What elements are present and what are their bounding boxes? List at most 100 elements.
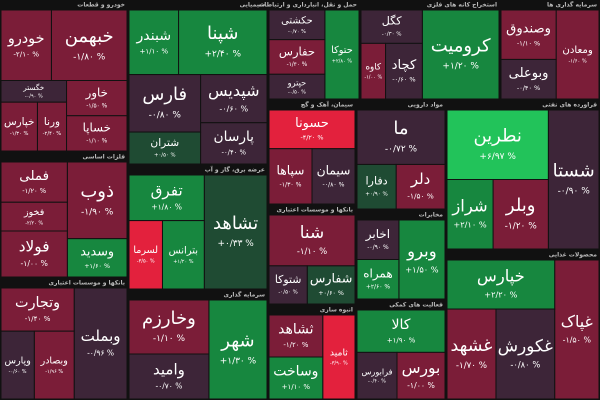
tile-label: تشاهد [213, 213, 258, 234]
tile-label: شپدیس [208, 81, 260, 101]
tile-value: +۰/۵۰ % [154, 152, 176, 158]
tile [178, 9, 268, 76]
sector-title: سرمایه گذاری ها [547, 1, 597, 9]
tile [396, 351, 446, 400]
tile-value: +۰/۹۰ % [365, 191, 388, 197]
tile-value: -۰/۶۰ % [219, 105, 248, 114]
tile-label: خاور [85, 85, 108, 100]
tile [0, 101, 38, 152]
tile-value: -۱/۱۰ % [86, 139, 107, 145]
tile-value: +۱/۸۰ % [151, 203, 182, 212]
tile-label: وبوعلی [509, 66, 549, 81]
tile-label: ما [393, 118, 408, 139]
tile-value: +۲/۶۰ % [366, 284, 391, 291]
tile-label: کرومیت [431, 35, 491, 56]
tile-label: شتران [150, 136, 179, 149]
tile-value: -۰/۳۰ % [382, 31, 402, 37]
tile [554, 259, 600, 400]
tile-value: +۱/۲۰ % [173, 259, 194, 265]
sector-title: استخراج کانه های فلزی [427, 2, 497, 9]
tile [356, 259, 400, 300]
tile [128, 9, 180, 76]
tile-label: کاوه [365, 63, 381, 73]
tile [395, 163, 446, 210]
tile-label: دلر [410, 170, 430, 188]
tile-value: -۳/۵۰ % [137, 259, 155, 265]
tile-value: -۰/۴۰ % [368, 378, 386, 384]
tile-value: -۱/۹۶ % [45, 369, 63, 375]
tile-value: -۱/۴۰ % [25, 314, 51, 323]
tile-label: پارسان [214, 129, 255, 145]
tile-label: ومعادن [562, 45, 592, 56]
tile [446, 109, 549, 180]
tile [360, 9, 423, 44]
tile-label: غپاک [561, 312, 593, 332]
tile [360, 42, 387, 100]
sector-title: فعالیت های کمکی [389, 302, 443, 309]
tile [128, 131, 202, 165]
tile-label: شنا [300, 222, 324, 242]
tile [128, 74, 202, 133]
sector-title: خودرو و قطعات [77, 2, 125, 9]
tile-label: لسرما [133, 245, 158, 256]
tile-label: بترانس [169, 245, 198, 256]
tile [555, 9, 600, 100]
tile-label: کگل [382, 15, 403, 28]
tile-label: کالا [391, 317, 410, 333]
sector-title: بانکها و موسسات اعتباری [277, 207, 353, 214]
tile-value: -۱/۰۰ % [364, 74, 382, 80]
tile-label: خبهمن [65, 26, 114, 47]
tile-label: وبرو [406, 242, 437, 262]
tile [66, 115, 128, 152]
tile [268, 148, 313, 205]
tile-value: +۶/۹۷ % [479, 152, 516, 162]
tile-label: همراه [363, 266, 392, 281]
tile-value: -۱/۴۰ % [287, 62, 308, 68]
tile [66, 161, 128, 240]
tile [421, 9, 500, 100]
tile-value: +۲/۲۰ % [484, 290, 517, 300]
sector-title: مواد دارویی [408, 102, 444, 109]
tile-value: +۱/۶۰ % [84, 262, 110, 270]
tile-label: وخارزم [142, 308, 196, 329]
tile-value: -۱/۰۰ % [20, 259, 47, 268]
tile-value: -۰/۹۰ % [25, 94, 43, 100]
tile-value: -۱/۸۰ % [73, 52, 106, 62]
sector-title: فلزات اساسی [83, 154, 126, 161]
tile-value: -۰/۶۰ % [9, 369, 27, 375]
tile [268, 39, 326, 75]
tile [446, 308, 497, 400]
tile-label: شفارس [310, 271, 353, 287]
tile-label: حفارس [279, 44, 315, 59]
tile [73, 287, 128, 400]
tile-label: فخوز [23, 207, 44, 218]
tile-label: غکورش [498, 335, 553, 355]
tile [356, 351, 398, 400]
tile-value: -۱/۹۰ % [81, 208, 114, 218]
tile-label: ثامید [330, 347, 348, 358]
tile-value: -۱/۰۰ % [407, 381, 435, 390]
sector-title: محصولات غذایی [549, 252, 598, 259]
tile-value: +۲/۴۰ % [205, 49, 242, 59]
tile-value: +۲/۸۰ % [332, 58, 353, 64]
tile-value: -۱/۵۰ % [563, 335, 592, 344]
tile-value: -۰/۴۰ % [517, 84, 540, 92]
tile [0, 330, 35, 400]
tile [385, 42, 423, 100]
tile [0, 287, 75, 332]
tile [311, 148, 356, 205]
tile-label: وساخت [273, 364, 318, 380]
tile-value: -۰/۴۰ % [222, 148, 247, 156]
tile [128, 174, 205, 222]
tile-label: خودرو [7, 31, 45, 47]
tile [128, 353, 210, 400]
tile-value: -۱/۱۰ % [153, 334, 186, 344]
tile [500, 9, 557, 60]
tile [0, 9, 52, 81]
tile-label: سپاها [277, 163, 305, 177]
tile-label: تفرق [151, 181, 183, 199]
tile-value: -۱/۳۰ % [280, 181, 302, 188]
tile-label: نطرین [473, 126, 521, 147]
tile [268, 109, 356, 150]
tile-value: +۱/۹۰ % [387, 335, 416, 344]
